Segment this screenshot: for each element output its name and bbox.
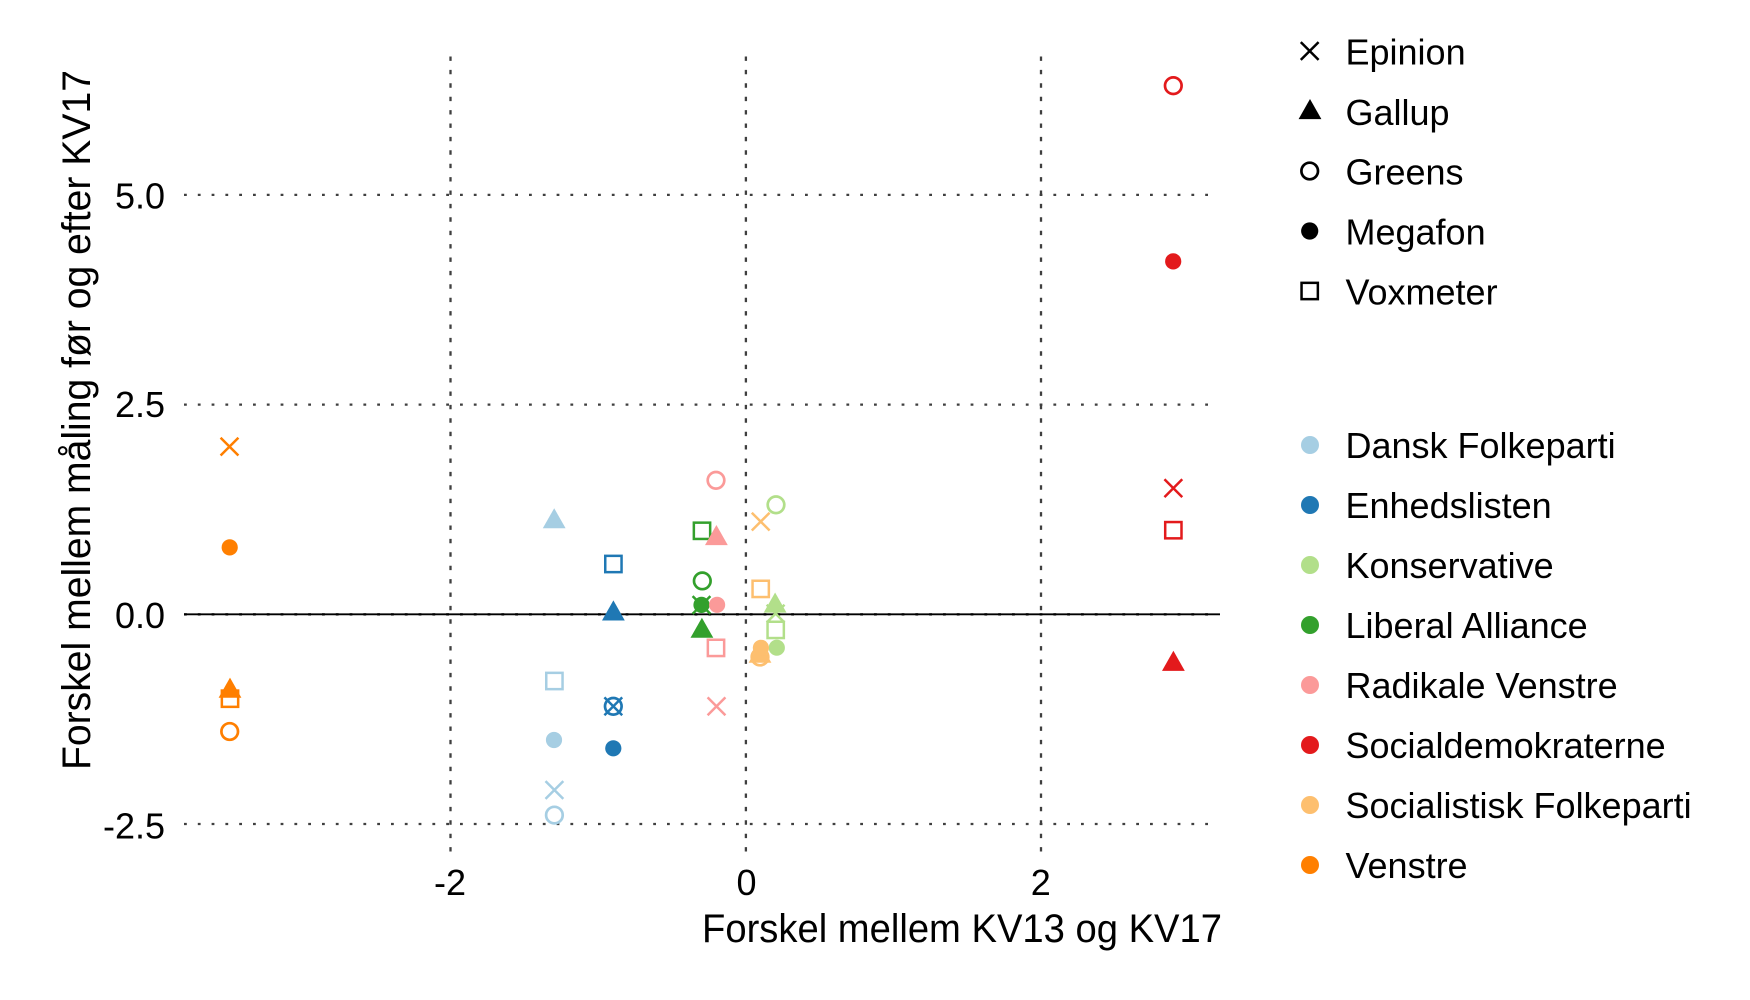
svg-text:Voxmeter: Voxmeter [1346,272,1498,313]
svg-text:2.5: 2.5 [115,384,165,425]
svg-text:Socialdemokraterne: Socialdemokraterne [1346,725,1666,766]
svg-text:Forskel mellem måling før og e: Forskel mellem måling før og efter KV17 [55,70,99,770]
svg-text:0.0: 0.0 [115,595,165,636]
svg-text:Dansk Folkeparti: Dansk Folkeparti [1346,425,1616,466]
svg-text:Enhedslisten: Enhedslisten [1346,485,1552,526]
svg-text:Megafon: Megafon [1346,212,1486,253]
svg-text:2: 2 [1031,862,1051,903]
svg-text:Venstre: Venstre [1346,845,1468,886]
svg-text:Radikale Venstre: Radikale Venstre [1346,665,1618,706]
svg-text:Epinion: Epinion [1346,32,1466,73]
svg-text:Konservative: Konservative [1346,545,1554,586]
svg-text:Liberal Alliance: Liberal Alliance [1346,605,1588,646]
svg-text:0: 0 [736,862,756,903]
svg-text:Gallup: Gallup [1346,92,1450,133]
svg-text:-2.5: -2.5 [103,806,165,847]
svg-text:-2: -2 [434,862,466,903]
svg-text:5.0: 5.0 [115,176,165,217]
svg-text:Greens: Greens [1346,152,1464,193]
svg-text:Forskel mellem KV13 og KV17: Forskel mellem KV13 og KV17 [702,907,1222,951]
svg-text:Socialistisk Folkeparti: Socialistisk Folkeparti [1346,785,1692,826]
